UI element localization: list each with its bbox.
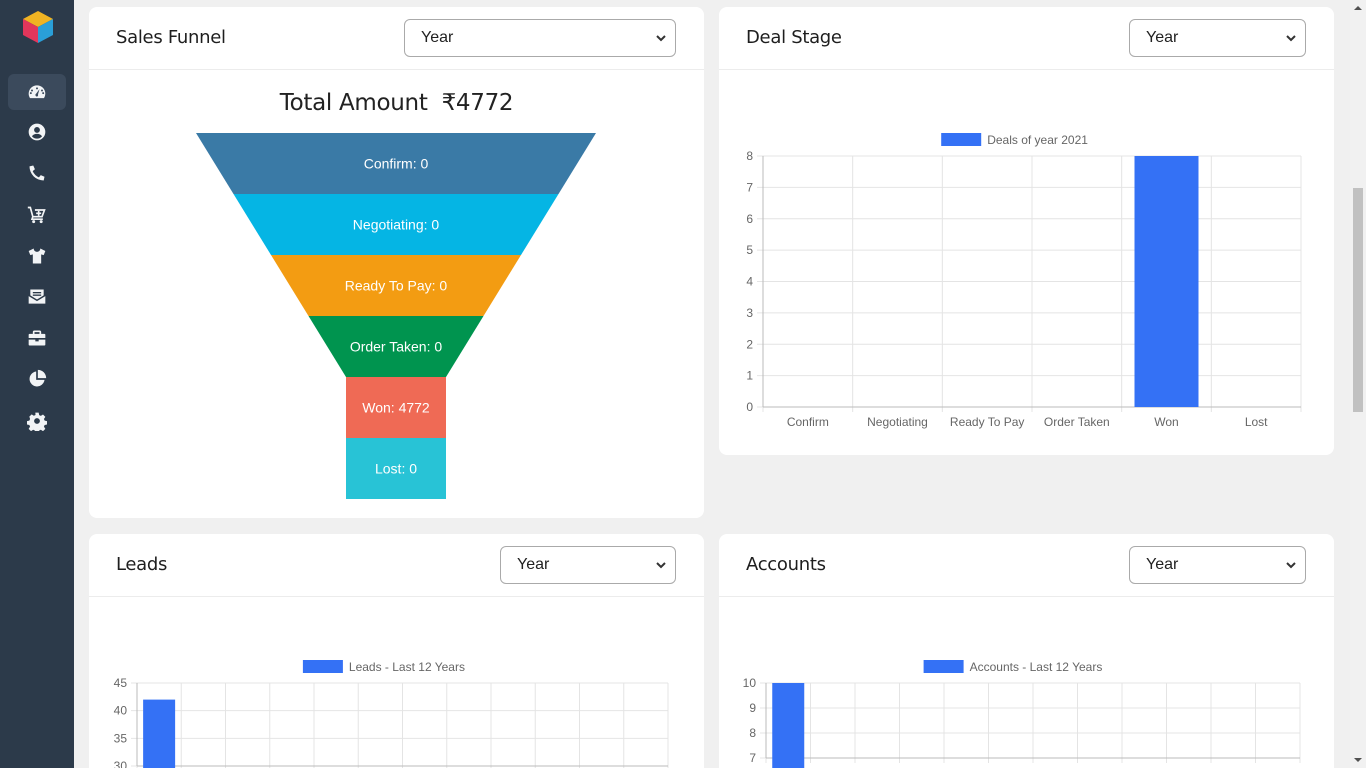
- sidebar-item-reports[interactable]: [8, 361, 66, 397]
- cart-plus-icon: [27, 206, 46, 224]
- funnel-segment: [271, 255, 521, 316]
- legend-label: Deals of year 2021: [987, 133, 1088, 147]
- y-tick-label: 35: [114, 731, 128, 745]
- y-tick-label: 0: [746, 400, 753, 414]
- leads-title: Leads: [116, 554, 168, 575]
- page-scrollbar[interactable]: [1350, 0, 1366, 768]
- accounts-chart: Accounts - Last 12 Years 7 8 9 10: [743, 660, 1301, 768]
- y-tick-label: 30: [114, 759, 128, 768]
- total-amount: Total Amount ₹4772: [89, 90, 704, 116]
- y-tick-label: 6: [746, 212, 753, 226]
- sidebar-item-products[interactable]: [8, 238, 66, 274]
- total-amount-value: ₹4772: [441, 90, 514, 116]
- funnel-segment-label: Won: 4772: [362, 400, 430, 416]
- sales-funnel-title: Sales Funnel: [116, 27, 226, 48]
- card-header: Sales Funnel Year: [89, 7, 704, 70]
- select-value: Year: [517, 556, 550, 573]
- scroll-down-arrow-icon[interactable]: [1354, 756, 1362, 764]
- funnel-segment: [308, 316, 484, 377]
- deal-stage-chart: Deals of year 2021 0 1 2 3 4 5 6 7 8 Confirm Negoti…: [746, 133, 1302, 429]
- gauge-icon: [28, 85, 46, 99]
- accounts-title: Accounts: [746, 554, 826, 575]
- bar: [772, 683, 805, 768]
- sidebar-item-orders[interactable]: [8, 197, 66, 233]
- accounts-period-select[interactable]: Year: [1129, 546, 1306, 584]
- gear-icon: [27, 412, 47, 431]
- bar: [143, 699, 176, 768]
- y-tick-label: 7: [746, 180, 753, 194]
- legend-label: Leads - Last 12 Years: [349, 660, 465, 674]
- chevron-down-icon: [1286, 562, 1296, 569]
- card-header: Deal Stage Year: [719, 7, 1334, 70]
- y-tick-label: 1: [746, 369, 753, 383]
- total-amount-label: Total Amount: [279, 90, 428, 116]
- funnel-segment: [196, 133, 596, 194]
- card-header: Leads Year: [89, 534, 704, 597]
- x-tick-label: Confirm: [787, 415, 829, 429]
- accounts-card: Accounts Year Accounts - Last 12 Years 7 8…: [719, 534, 1334, 768]
- y-tick-label: 4: [746, 275, 753, 289]
- leads-card: Leads Year Leads - Last 12 Years 30 35 40 45: [89, 534, 704, 768]
- legend-swatch: [302, 660, 343, 673]
- bar: [1134, 156, 1199, 407]
- funnel-segment-label: Confirm: 0: [364, 156, 429, 172]
- user-circle-icon: [28, 123, 46, 141]
- mail-bulk-icon: [28, 289, 46, 304]
- chevron-down-icon: [656, 562, 666, 569]
- select-value: Year: [1146, 29, 1179, 46]
- funnel-segment: [233, 194, 559, 255]
- sidebar-item-settings[interactable]: [8, 403, 66, 439]
- pie-chart-icon: [29, 369, 47, 387]
- leads-chart: Leads - Last 12 Years 30 35 40 45: [114, 660, 669, 768]
- phone-icon: [29, 165, 45, 181]
- chevron-down-icon: [1286, 35, 1296, 42]
- sales-funnel-chart: Confirm: 0 Negotiating: 0 Ready To Pay: 0 O…: [196, 133, 596, 499]
- sidebar: [0, 0, 74, 768]
- briefcase-icon: [28, 330, 46, 346]
- y-tick-label: 2: [746, 337, 753, 351]
- y-tick-label: 3: [746, 306, 753, 320]
- sidebar-item-deals[interactable]: [8, 320, 66, 356]
- x-tick-label: Lost: [1245, 415, 1268, 429]
- chevron-down-icon: [656, 35, 666, 42]
- deal-stage-period-select[interactable]: Year: [1129, 19, 1306, 57]
- legend-label: Accounts - Last 12 Years: [970, 660, 1103, 674]
- y-tick-label: 8: [749, 726, 756, 740]
- sales-funnel-card: Sales Funnel Year Total Amount ₹4772 Con…: [89, 7, 704, 518]
- y-tick-label: 8: [746, 149, 753, 163]
- scrollbar-thumb[interactable]: [1353, 188, 1363, 412]
- select-value: Year: [421, 29, 454, 46]
- legend-swatch: [941, 133, 982, 146]
- y-tick-label: 7: [749, 751, 756, 765]
- sales-funnel-period-select[interactable]: Year: [404, 19, 676, 57]
- x-tick-label: Ready To Pay: [950, 415, 1025, 429]
- select-value: Year: [1146, 556, 1179, 573]
- sidebar-item-dashboard[interactable]: [8, 74, 66, 110]
- sidebar-item-inbox[interactable]: [8, 279, 66, 315]
- app-logo-icon[interactable]: [20, 9, 56, 45]
- shirt-icon: [28, 248, 46, 264]
- funnel-segment-label: Order Taken: 0: [350, 339, 443, 355]
- deal-stage-card: Deal Stage Year Deals of year 2021 0 1 2 3 4 5…: [719, 7, 1334, 455]
- scroll-up-arrow-icon[interactable]: [1354, 4, 1362, 12]
- funnel-segment-label: Ready To Pay: 0: [345, 278, 448, 294]
- funnel-segment-label: Negotiating: 0: [353, 217, 440, 233]
- funnel-segment: [346, 438, 446, 499]
- y-tick-label: 9: [749, 701, 756, 715]
- x-tick-label: Won: [1154, 415, 1178, 429]
- funnel-segment-label: Lost: 0: [375, 461, 417, 477]
- y-tick-label: 5: [746, 243, 753, 257]
- card-header: Accounts Year: [719, 534, 1334, 597]
- y-tick-label: 40: [114, 704, 128, 718]
- sidebar-item-calls[interactable]: [8, 155, 66, 191]
- y-tick-label: 45: [114, 676, 128, 690]
- y-tick-label: 10: [743, 676, 757, 690]
- legend-swatch: [923, 660, 964, 673]
- funnel-segment: [346, 377, 446, 438]
- leads-period-select[interactable]: Year: [500, 546, 676, 584]
- x-tick-label: Order Taken: [1044, 415, 1110, 429]
- sidebar-item-contacts[interactable]: [8, 114, 66, 150]
- x-tick-label: Negotiating: [867, 415, 928, 429]
- deal-stage-title: Deal Stage: [746, 27, 842, 48]
